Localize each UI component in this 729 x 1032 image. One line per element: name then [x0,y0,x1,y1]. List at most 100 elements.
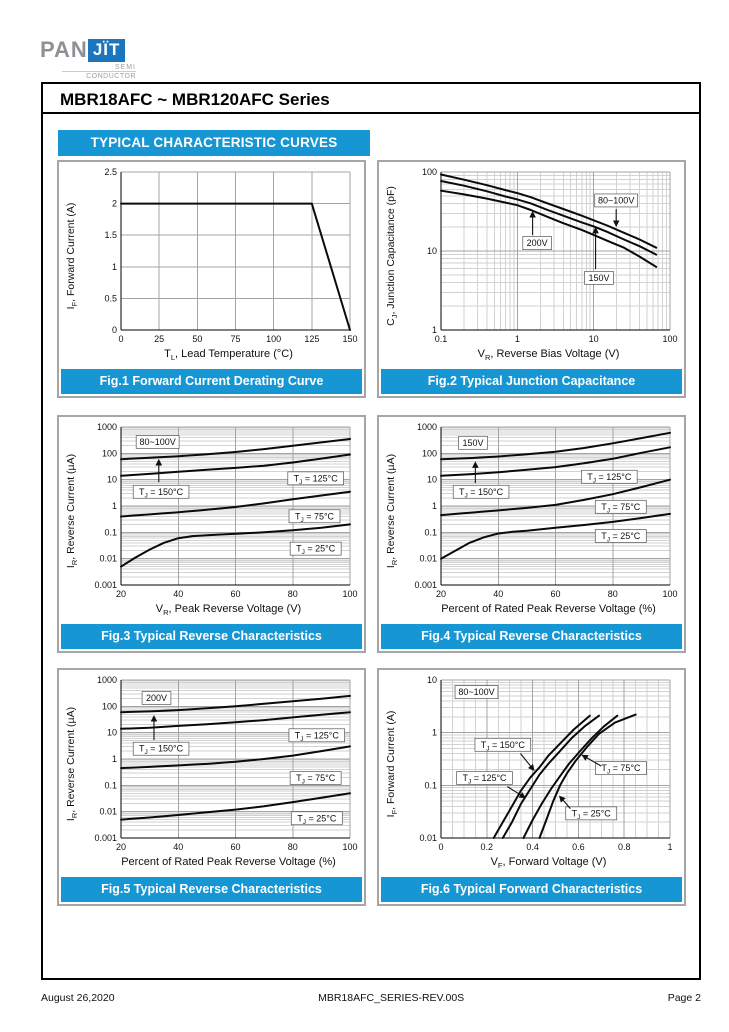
svg-text:20: 20 [116,589,126,599]
svg-text:TJ = 75°C: TJ = 75°C [296,773,336,786]
svg-text:100: 100 [422,448,437,458]
svg-text:0: 0 [438,842,443,852]
svg-text:1000: 1000 [417,422,437,432]
chart-box-fig3: IR, Reverse Current (µA) 20 40 60 80 100 0.001… [57,415,366,653]
annotation-label: TJ = 125°C [581,469,638,485]
svg-text:TJ = 25°C: TJ = 25°C [296,544,336,557]
svg-text:0.1: 0.1 [104,527,117,537]
annotation-label: TJ = 125°C [287,471,344,486]
svg-text:0: 0 [118,334,123,344]
page-title: MBR18AFC ~ MBR120AFC Series [60,90,330,109]
svg-text:60: 60 [230,589,240,599]
svg-text:80: 80 [288,589,298,599]
series-curve-150V [440,180,658,256]
annotation-arrow [558,795,571,809]
series-curve-TJ-75-C [120,745,351,770]
y-axis-title: IR, Reverse Current (µA) [64,453,80,569]
svg-text:1: 1 [112,262,117,272]
x-axis-title: VF, Forward Voltage (V) [490,856,607,871]
svg-text:0.01: 0.01 [99,807,117,817]
svg-text:40: 40 [173,842,183,852]
plot-svg-fig1: 0 25 50 75 100 125 150 0 0.5 1 1.5 2 2.5 [104,167,357,344]
svg-text:1: 1 [112,501,117,511]
svg-text:1000: 1000 [97,675,117,685]
svg-text:TJ = 125°C: TJ = 125°C [294,473,339,486]
svg-text:0.8: 0.8 [618,842,631,852]
logo-semi-text: SEMI [114,64,136,71]
annotation-label: TJ = 150°C [474,737,532,753]
svg-text:TJ = 125°C: TJ = 125°C [587,472,632,485]
tick-labels: 0 0.2 0.4 0.6 0.8 1 0.01 0.1 1 10 [419,675,672,852]
svg-text:100: 100 [422,167,437,177]
svg-text:100: 100 [266,334,281,344]
panjit-logo: PAN JÏT SEMI CONDUCTOR [40,37,136,80]
plot-svg-fig5: 20 40 60 80 100 0.001 0.01 0.1 1 10 100 1000 200V TJ … [94,675,357,852]
plot-svg-fig6: 0 0.2 0.4 0.6 0.8 1 0.01 0.1 1 10 80~100V TJ = 150°… [419,675,672,852]
svg-text:TJ = 25°C: TJ = 25°C [572,808,612,821]
svg-text:TJ = 25°C: TJ = 25°C [297,813,337,826]
chart-box-fig6: IF, Forward Current (A) 0 0.2 0.4 0.6 0.8 1 0.0… [377,668,686,906]
plot-svg-fig4: 20 40 60 80 100 0.001 0.01 0.1 1 10 100 1000 150V TJ … [414,422,677,599]
x-axis-title: VR, Peak Reverse Voltage (V) [155,603,302,618]
series-curve-TJ-25-C [440,512,671,560]
svg-text:0.001: 0.001 [94,580,117,590]
chart-area-fig1: IF, Forward Current (A) 0 25 50 75 100 125 150 0… [59,164,364,348]
svg-text:0.01: 0.01 [419,833,437,843]
svg-text:0.1: 0.1 [435,334,448,344]
footer-page-number: Page 2 [667,992,701,1004]
svg-text:TJ = 75°C: TJ = 75°C [601,502,641,514]
svg-text:80: 80 [288,842,298,852]
chart-area-fig2: CJ, Junction Capacitance (pF) 0.1 1 10 100 1 1… [379,164,684,348]
footer-date: August 26,2020 [41,992,115,1004]
grid-minor [441,680,670,838]
page-footer: August 26,2020 MBR18AFC_SERIES-REV.00S P… [41,992,701,1004]
annotation-label: 200V [141,691,172,705]
chart-area-fig5: IR, Reverse Current (µA) 20 40 60 80 100 0.001… [59,672,364,856]
svg-text:1000: 1000 [97,422,117,432]
svg-text:100: 100 [662,589,677,599]
svg-text:100: 100 [102,701,117,711]
chart-box-fig5: IR, Reverse Current (µA) 20 40 60 80 100 0.001… [57,668,366,906]
series-curve-200V [440,189,658,268]
svg-text:0.01: 0.01 [419,554,437,564]
figure-caption: Fig.6 Typical Forward Characteristics [381,877,682,902]
annotation-label: TJ = 25°C [594,529,647,544]
chart-area-fig4: IR, Reverse Current (µA) 20 40 60 80 100 0.001… [379,419,684,603]
figure-caption: Fig.5 Typical Reverse Characteristics [61,877,362,902]
series-curve-TJ-125-C [501,714,600,839]
series-curve-80-100V [440,173,658,249]
logo-pan-text: PAN [40,37,88,62]
annotation-label: TJ = 150°C [452,484,510,499]
y-axis-title: IR, Reverse Current (µA) [64,706,80,822]
series-curve-TJ-75-C [120,490,351,518]
annotation-label: 150V [458,435,488,450]
svg-text:0.4: 0.4 [526,842,539,852]
x-axis-title: Percent of Rated Peak Reverse Voltage (%… [441,603,656,615]
annotation-label: 80~100V [594,193,638,208]
svg-text:0.1: 0.1 [104,780,117,790]
series-curve-TJ-150-C [440,431,671,461]
svg-text:TJ = 25°C: TJ = 25°C [601,531,641,544]
footer-doc-number: MBR18AFC_SERIES-REV.00S [318,992,465,1004]
svg-text:10: 10 [427,475,437,485]
x-axis-title: TL, Lead Temperature (°C) [164,348,293,363]
logo-conductor-text: CONDUCTOR [62,71,136,80]
annotation-label: TJ = 25°C [565,806,618,821]
chart-box-fig2: CJ, Junction Capacitance (pF) 0.1 1 10 100 1 1… [377,160,686,398]
svg-text:100: 100 [102,448,117,458]
svg-text:TJ = 75°C: TJ = 75°C [295,511,335,524]
svg-text:50: 50 [192,334,202,344]
svg-text:0.1: 0.1 [424,527,437,537]
svg-text:60: 60 [230,842,240,852]
svg-text:1: 1 [112,754,117,764]
svg-text:TJ = 150°C: TJ = 150°C [139,744,184,757]
grid-major [120,171,351,331]
svg-text:TJ = 150°C: TJ = 150°C [481,740,526,753]
svg-text:0.2: 0.2 [481,842,494,852]
svg-text:1: 1 [667,842,672,852]
svg-text:60: 60 [550,589,560,599]
series-curve-TJ-25-C [538,713,637,839]
series-curve-TJ-25-C [120,792,351,821]
y-axis-title: CJ, Junction Capacitance (pF) [384,186,400,326]
